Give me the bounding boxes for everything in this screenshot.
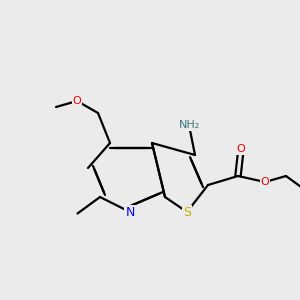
Text: O: O: [73, 96, 81, 106]
Text: O: O: [237, 144, 245, 154]
Text: N: N: [125, 206, 135, 218]
Text: O: O: [261, 177, 269, 187]
Text: NH₂: NH₂: [178, 120, 200, 130]
Text: S: S: [183, 206, 191, 218]
